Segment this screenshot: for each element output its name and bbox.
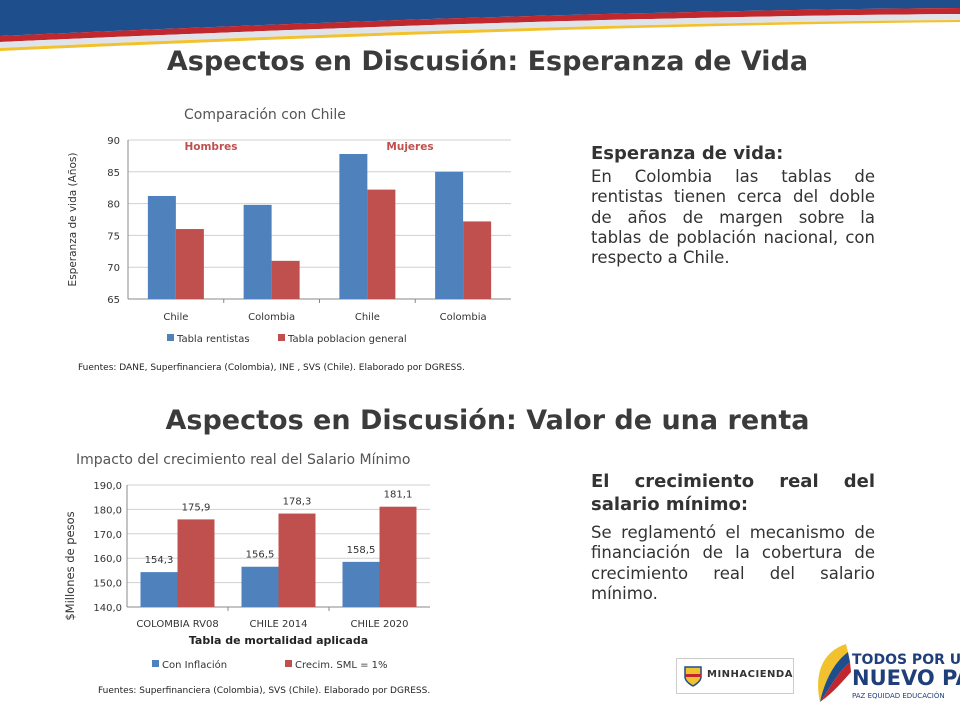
section1-text-heading: Esperanza de vida: [591, 143, 784, 164]
salary-growth-chart: 140,0 150,0 160,0 170,0 180,0 190,0 154,3 175,9… [63, 481, 430, 671]
bar [271, 260, 300, 299]
bar [435, 171, 464, 299]
nuevo-pais-label: NUEVO PAÍS [852, 666, 960, 690]
group-label-hombres: Hombres [184, 141, 237, 153]
y-tick-label: 170,0 [93, 530, 122, 541]
section2-title: Aspectos en Discusión: Valor de una rent… [165, 405, 810, 436]
bar [147, 195, 176, 299]
todos-por-un-label: TODOS POR UN [852, 652, 960, 668]
x-tick-label: COLOMBIA RV08 [136, 619, 218, 630]
coat-of-arms-icon [684, 666, 702, 687]
y-axis-title: Esperanza de vida (Años) [67, 153, 79, 287]
section1-text-body: En Colombia las tablas de rentistas tien… [591, 167, 875, 268]
minhacienda-label: MINHACIENDA [707, 669, 793, 680]
y-tick-label: 150,0 [93, 579, 122, 590]
data-label: 175,9 [182, 502, 211, 513]
bar [278, 513, 316, 607]
tagline-label: PAZ EQUIDAD EDUCACIÓN [852, 692, 945, 700]
y-tick-label: 190,0 [93, 481, 122, 492]
bar [243, 204, 272, 299]
bar [339, 153, 368, 299]
bar [379, 506, 417, 607]
x-tick-label: Colombia [248, 312, 295, 323]
x-tick-label: CHILE 2020 [351, 619, 409, 630]
y-tick-label: 65 [107, 295, 120, 306]
y-tick-label: 90 [107, 136, 120, 147]
data-label: 178,3 [283, 497, 312, 508]
x-tick-label: Chile [355, 312, 380, 323]
data-label: 156,5 [246, 550, 275, 561]
group-label-mujeres: Mujeres [386, 141, 433, 153]
bar [177, 519, 215, 607]
y-tick-label: 75 [107, 231, 120, 242]
data-label: 181,1 [384, 490, 413, 501]
nuevo-pais-swoosh-icon [818, 644, 851, 702]
x-axis-title: Tabla de mortalidad aplicada [189, 634, 368, 647]
bar [175, 229, 204, 299]
header-banner [0, 0, 960, 51]
section2-text-heading: El crecimiento real del salario mínimo: [591, 471, 875, 515]
y-axis-title: $Millones de pesos [63, 511, 77, 620]
bar [241, 566, 279, 607]
data-label: 154,3 [145, 555, 174, 566]
y-tick-label: 85 [107, 168, 120, 179]
chart2-title: Impacto del crecimiento real del Salario… [76, 452, 411, 468]
legend-swatch [167, 334, 174, 341]
y-tick-label: 180,0 [93, 505, 122, 516]
x-tick-label: Chile [163, 312, 188, 323]
section2-text-body: Se reglamentó el mecanismo de financiaci… [591, 523, 875, 603]
legend-label: Tabla rentistas [176, 334, 250, 345]
bar [342, 561, 380, 607]
section2-source: Fuentes: Superfinanciera (Colombia), SVS… [98, 686, 431, 696]
bar [463, 221, 492, 299]
x-tick-label: CHILE 2014 [250, 619, 308, 630]
y-tick-label: 80 [107, 200, 120, 211]
y-tick-label: 70 [107, 263, 120, 274]
legend-label: Con Inflación [162, 659, 227, 671]
life-expectancy-chart: 65 70 75 80 85 90 Chile Colombia Chile Colombia Ho… [67, 136, 511, 345]
section1-title: Aspectos en Discusión: Esperanza de Vida [166, 46, 809, 77]
y-tick-label: 160,0 [93, 554, 122, 565]
legend-label: Crecim. SML = 1% [295, 660, 388, 671]
section1-source: Fuentes: DANE, Superfinanciera (Colombia… [78, 363, 465, 373]
y-tick-label: 140,0 [93, 603, 122, 614]
bar [367, 189, 396, 299]
x-tick-label: Colombia [440, 312, 487, 323]
legend-swatch [285, 660, 292, 667]
legend-label: Tabla poblacion general [287, 334, 407, 345]
legend-swatch [278, 334, 285, 341]
chart1-title: Comparación con Chile [184, 107, 346, 123]
bar [140, 572, 178, 607]
legend-swatch [152, 660, 159, 667]
data-label: 158,5 [347, 545, 376, 556]
minhacienda-logo: MINHACIENDA [676, 658, 794, 694]
